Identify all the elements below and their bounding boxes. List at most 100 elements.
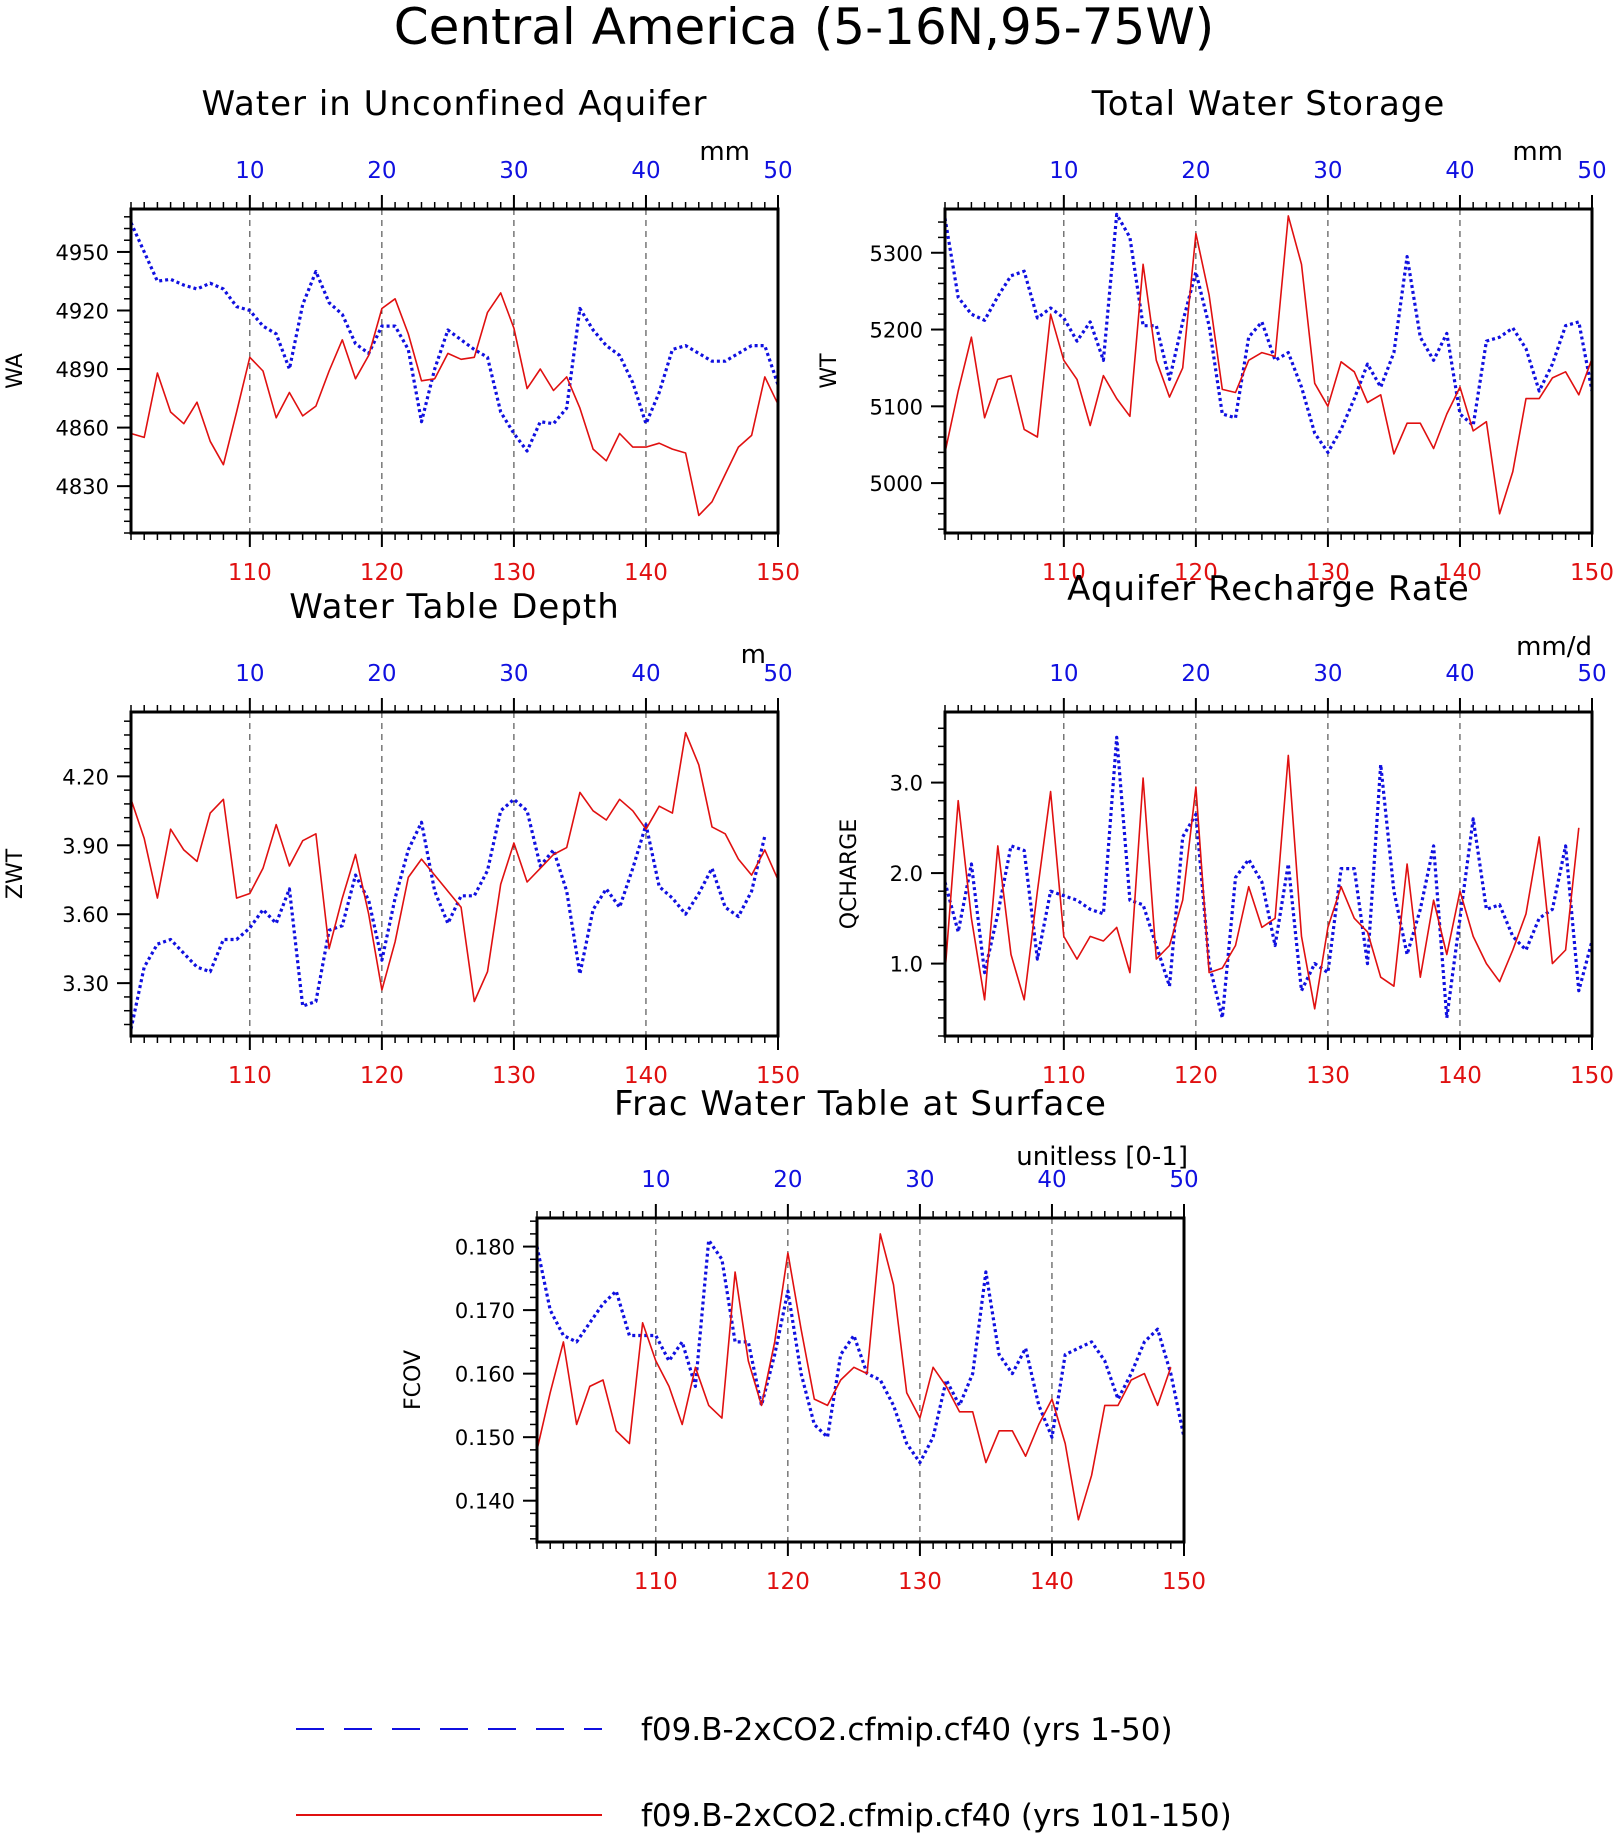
units-label: mm [1512,137,1563,167]
x-bottom-tick-label: 120 [766,1569,810,1595]
x-top-tick-label: 50 [763,661,792,687]
x-top-tick-label: 40 [1445,158,1474,184]
x-bottom-tick-label: 110 [1042,1063,1086,1089]
x-top-tick-label: 30 [1313,158,1342,184]
y-tick-label: 4.20 [62,765,109,789]
legend: f09.B-2xCO2.cfmip.cf40 (yrs 1-50) f09.B-2… [296,1712,1232,1834]
panel-title: Aquifer Recharge Rate [1067,569,1470,609]
x-bottom-tick-label: 120 [1174,560,1218,586]
figure-title: Central America (5-16N,95-75W) [394,0,1215,56]
y-axis-label: QCHARGE [837,819,862,930]
x-top-tick-label: 40 [631,661,660,687]
series-line-yrs-101-150 [536,1233,1172,1521]
x-top-tick-label: 50 [1169,1167,1198,1193]
x-top-tick-label: 20 [1181,661,1210,687]
x-top-tick-label: 30 [499,661,528,687]
y-tick-label: 0.160 [455,1363,515,1387]
x-top-tick-label: 50 [1577,158,1606,184]
panels: Water in Unconfined Aquifer mm WA 4830 4860 4… [3,84,1614,1595]
x-bottom-tick-label: 130 [898,1569,942,1595]
x-bottom-tick-label: 150 [1570,1063,1614,1089]
x-bottom-tick-label: 120 [360,560,404,586]
series-line-yrs-1-50 [129,222,780,453]
y-tick-label: 4920 [56,299,109,323]
y-tick-label: 4890 [56,358,109,382]
panel-title: Frac Water Table at Surface [614,1084,1107,1124]
y-tick-label: 3.60 [62,903,109,927]
plot-frame [535,1216,1186,1544]
x-bottom-tick-label: 130 [492,560,536,586]
y-tick-label: 2.0 [890,862,923,886]
units-label: unitless [0-1] [1016,1142,1188,1172]
y-tick-label: 5100 [870,395,923,419]
chart-panel-1: Water in Unconfined Aquifer mm WA 4830 4860 4… [3,84,800,586]
x-bottom-tick-label: 130 [492,1063,536,1089]
y-tick-label: 3.30 [62,972,109,996]
x-bottom-tick-label: 150 [1162,1569,1206,1595]
x-bottom-tick-label: 140 [1030,1569,1074,1595]
y-tick-label: 3.0 [890,772,923,796]
series-line-yrs-101-150 [944,215,1593,515]
y-tick-label: 4830 [56,475,109,499]
y-axis-label: ZWT [3,848,28,899]
panel-title: Water in Unconfined Aquifer [202,84,708,124]
x-top-tick-label: 20 [367,661,396,687]
y-tick-label: 5200 [870,319,923,343]
series-line-yrs-1-50 [535,1238,1186,1465]
y-tick-label: 5300 [870,242,923,266]
plot-frame [129,207,780,535]
y-axis-label: FCOV [401,1350,426,1410]
series-line-yrs-1-50 [943,735,1594,1020]
y-tick-label: 4860 [56,417,109,441]
x-bottom-tick-label: 140 [624,560,668,586]
x-top-tick-label: 40 [631,158,660,184]
series-line-yrs-101-150 [130,292,779,517]
y-tick-label: 4950 [56,241,109,265]
y-tick-label: 1.0 [890,953,923,977]
chart-panel-2: Total Water Storage mm WT 5000 5100 5200 5300 1… [817,84,1614,586]
x-top-tick-label: 10 [235,158,264,184]
series-line-yrs-101-150 [944,754,1580,1010]
chart-panel-3: Water Table Depth m ZWT 3.30 3.60 3.90 4.20 10 2… [3,587,800,1089]
chart-panel-5: Frac Water Table at Surface unitless [0-1… [401,1084,1206,1595]
x-bottom-tick-label: 110 [228,560,272,586]
x-top-tick-label: 40 [1037,1167,1066,1193]
x-bottom-tick-label: 140 [1438,560,1482,586]
x-bottom-tick-label: 130 [1306,560,1350,586]
x-top-tick-label: 50 [1577,661,1606,687]
x-bottom-tick-label: 150 [756,560,800,586]
x-top-tick-label: 30 [499,158,528,184]
x-top-tick-label: 40 [1445,661,1474,687]
plot-frame [943,207,1594,535]
legend-label: f09.B-2xCO2.cfmip.cf40 (yrs 1-50) [641,1712,1173,1748]
plot-frame [943,710,1594,1038]
x-top-tick-label: 10 [235,661,264,687]
legend-label: f09.B-2xCO2.cfmip.cf40 (yrs 101-150) [641,1798,1232,1834]
series-line-yrs-1-50 [129,797,767,1030]
panel-title: Total Water Storage [1091,84,1446,124]
y-axis-label: WT [817,353,842,389]
x-top-tick-label: 10 [1049,158,1078,184]
x-top-tick-label: 10 [1049,661,1078,687]
panel-title: Water Table Depth [289,587,620,627]
series-line-yrs-1-50 [943,212,1594,454]
y-tick-label: 0.150 [455,1426,515,1450]
x-bottom-tick-label: 120 [360,1063,404,1089]
plot-frame [129,710,780,1038]
x-top-tick-label: 50 [763,158,792,184]
chart-panel-4: Aquifer Recharge Rate mm/d QCHARGE 1.0 2.0 3.… [837,569,1614,1089]
x-bottom-tick-label: 140 [624,1063,668,1089]
units-label: mm [699,137,750,167]
y-tick-label: 0.170 [455,1299,515,1323]
x-bottom-tick-label: 110 [634,1569,678,1595]
x-top-tick-label: 30 [905,1167,934,1193]
x-top-tick-label: 20 [367,158,396,184]
y-tick-label: 0.180 [455,1236,515,1260]
x-bottom-tick-label: 110 [228,1063,272,1089]
x-top-tick-label: 30 [1313,661,1342,687]
x-top-tick-label: 20 [1181,158,1210,184]
units-label: mm/d [1516,632,1592,662]
series-line-yrs-101-150 [130,731,779,1003]
x-bottom-tick-label: 130 [1306,1063,1350,1089]
